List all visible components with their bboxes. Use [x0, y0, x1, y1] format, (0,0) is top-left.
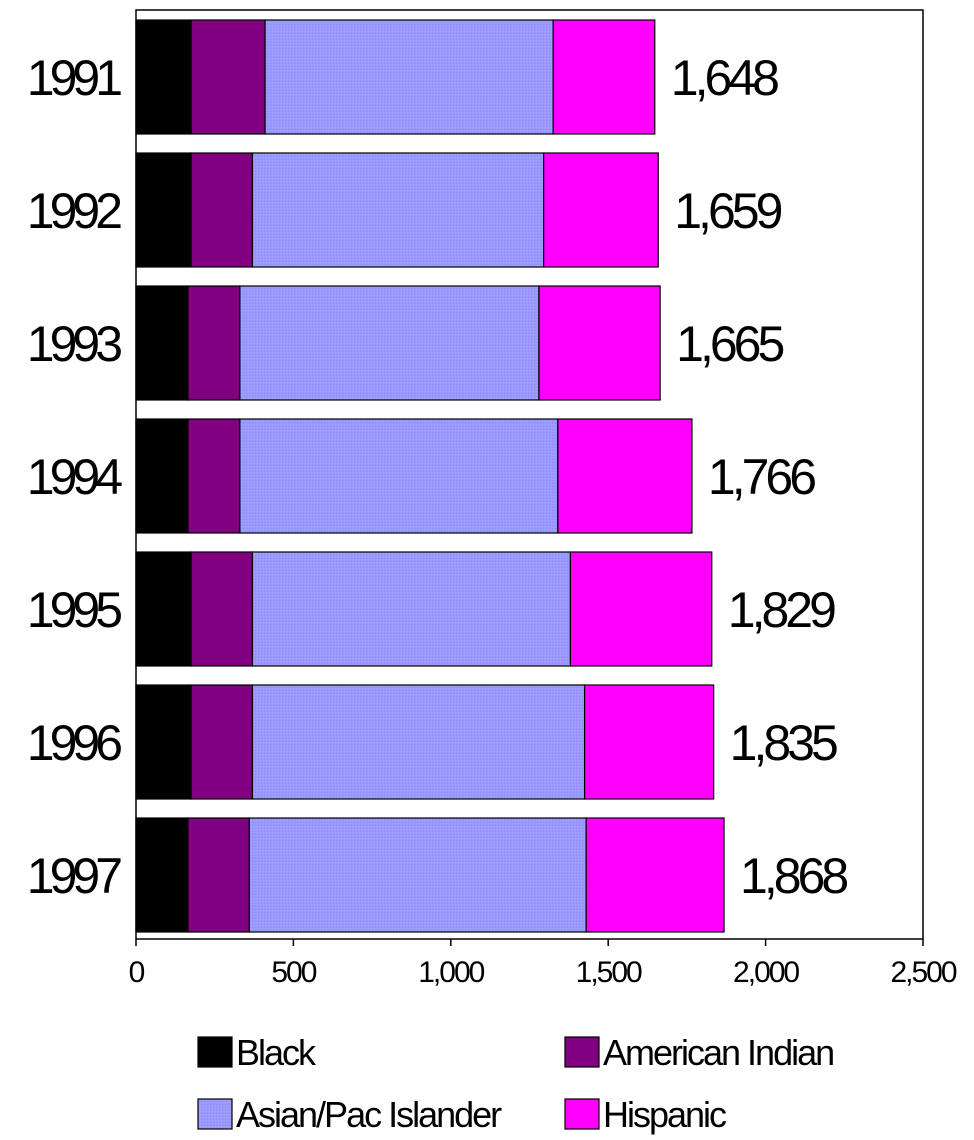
category-label-1992: 1992	[27, 183, 121, 239]
bar-segment-hispanic-1997	[585, 817, 725, 933]
bar-segment-black-1995	[135, 551, 192, 667]
bar-segment-american-indian-1993	[187, 285, 241, 401]
bar-segment-asian-pac-islander-1992	[251, 152, 545, 268]
bar-segment-american-indian-1995	[190, 551, 254, 667]
bar-segment-black-1993	[135, 285, 189, 401]
total-label-1995: 1,829	[728, 582, 835, 638]
x-tick-label: 0	[129, 956, 145, 989]
legend-label-hispanic: Hispanic	[603, 1094, 727, 1135]
x-tick-label: 2,000	[733, 956, 799, 989]
bar-segment-american-indian-1997	[187, 817, 250, 933]
bar-segment-asian-pac-islander-1991	[264, 19, 554, 135]
legend-swatch-asian-pac-islander	[197, 1098, 233, 1130]
total-label-1997: 1,868	[740, 848, 847, 904]
bar-segment-hispanic-1992	[543, 152, 659, 268]
legend-label-american-indian: American Indian	[603, 1032, 833, 1073]
legend: Black American Indian Asian/Pac Islander Hi…	[197, 1032, 835, 1135]
bar-segment-hispanic-1996	[583, 684, 715, 800]
total-label-1992: 1,659	[674, 183, 781, 239]
bar-segment-american-indian-1992	[190, 152, 254, 268]
category-label-1994: 1994	[27, 449, 122, 505]
x-tick-label: 2,500	[890, 956, 956, 989]
legend-label-black: Black	[236, 1032, 317, 1073]
bar-segment-black-1994	[135, 418, 189, 534]
bar-segment-american-indian-1994	[187, 418, 241, 534]
legend-swatch-hispanic	[564, 1098, 600, 1130]
bar-segment-hispanic-1994	[557, 418, 693, 534]
category-label-1993: 1993	[27, 316, 121, 372]
bar-segment-asian-pac-islander-1993	[239, 285, 540, 401]
category-label-1997: 1997	[27, 848, 121, 904]
bar-segment-asian-pac-islander-1996	[251, 684, 586, 800]
category-label-1995: 1995	[27, 582, 121, 638]
bar-segment-asian-pac-islander-1995	[251, 551, 572, 667]
bar-segment-asian-pac-islander-1997	[248, 817, 587, 933]
bar-segment-black-1991	[135, 19, 192, 135]
x-tick-label: 1,500	[576, 956, 642, 989]
total-label-1996: 1,835	[730, 715, 837, 771]
bar-segment-hispanic-1993	[538, 285, 661, 401]
bar-segment-hispanic-1991	[552, 19, 656, 135]
bar-segment-black-1997	[135, 817, 189, 933]
bar-segment-black-1996	[135, 684, 192, 800]
category-label-1996: 1996	[27, 715, 121, 771]
bars-group	[135, 19, 725, 933]
total-label-1994: 1,766	[708, 449, 815, 505]
bar-segment-hispanic-1995	[569, 551, 713, 667]
bar-segment-black-1992	[135, 152, 192, 268]
category-labels: 1991 1992 1993 1994 1995 1996 1997	[27, 50, 127, 904]
bar-segment-american-indian-1996	[190, 684, 254, 800]
legend-swatch-american-indian	[564, 1036, 600, 1068]
x-tick-label: 500	[271, 956, 316, 989]
total-label-1993: 1,665	[676, 316, 783, 372]
bar-segment-american-indian-1991	[190, 19, 266, 135]
bar-segment-asian-pac-islander-1994	[239, 418, 559, 534]
total-labels: 1,648 1,659 1,665 1,766 1,829 1,835 1,868	[671, 50, 852, 904]
total-label-1991: 1,648	[671, 50, 778, 106]
x-axis: 0 500 1,000 1,500 2,000 2,500	[129, 939, 959, 989]
legend-swatch-black	[197, 1036, 233, 1068]
legend-label-asian-pac-islander: Asian/Pac Islander	[236, 1094, 502, 1135]
x-tick-label: 1,000	[418, 956, 484, 989]
category-label-1991: 1991	[27, 50, 121, 106]
